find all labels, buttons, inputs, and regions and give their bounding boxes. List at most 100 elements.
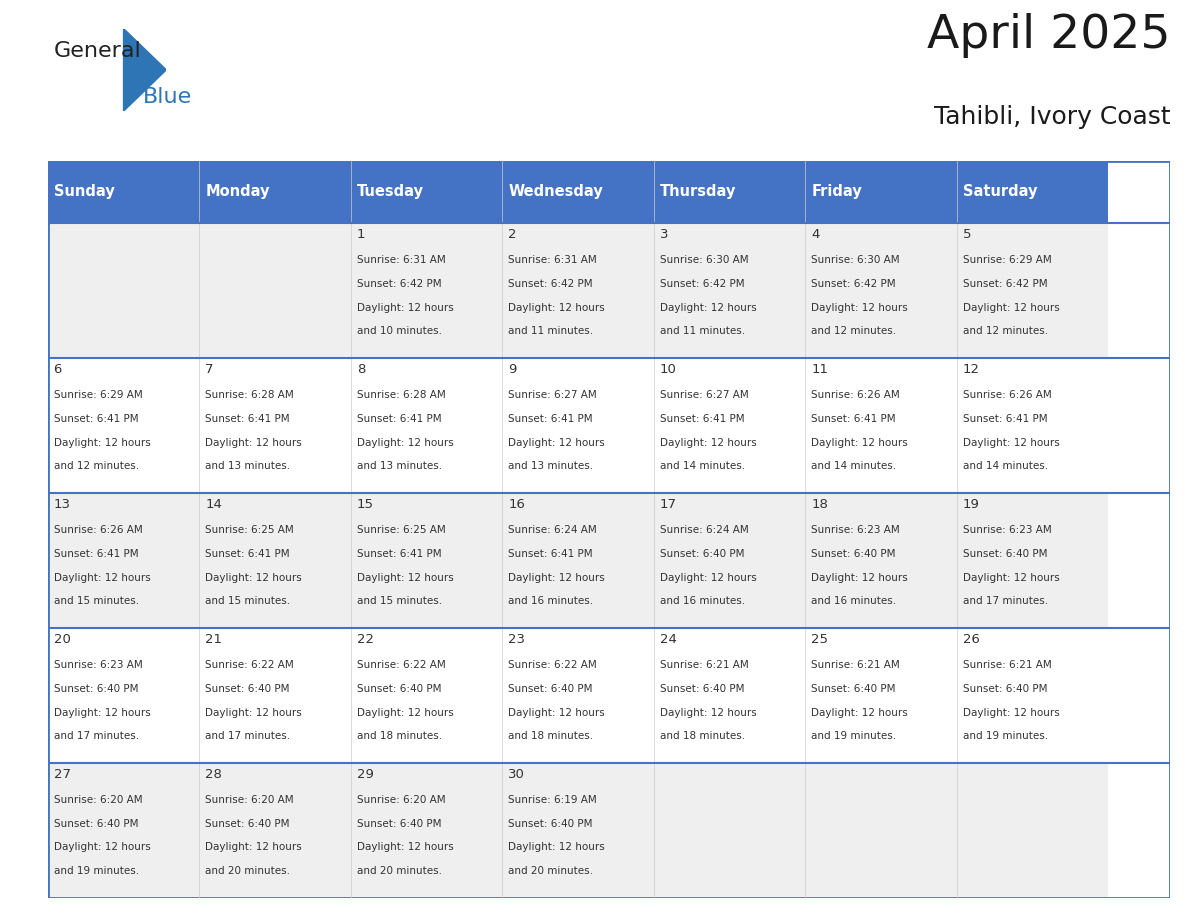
Text: Sunrise: 6:31 AM: Sunrise: 6:31 AM [356, 255, 446, 265]
FancyBboxPatch shape [653, 493, 805, 628]
Text: Daylight: 12 hours: Daylight: 12 hours [963, 438, 1060, 448]
FancyBboxPatch shape [503, 161, 653, 223]
Text: 13: 13 [53, 498, 70, 511]
Text: 16: 16 [508, 498, 525, 511]
Text: Daylight: 12 hours: Daylight: 12 hours [53, 573, 151, 583]
Text: Sunrise: 6:22 AM: Sunrise: 6:22 AM [356, 660, 446, 670]
Text: and 17 minutes.: and 17 minutes. [53, 731, 139, 741]
Text: 15: 15 [356, 498, 374, 511]
Text: Sunset: 6:41 PM: Sunset: 6:41 PM [508, 414, 593, 424]
Text: 10: 10 [659, 364, 677, 376]
Text: 3: 3 [659, 229, 669, 241]
FancyBboxPatch shape [503, 358, 653, 493]
Text: 14: 14 [206, 498, 222, 511]
Text: Daylight: 12 hours: Daylight: 12 hours [356, 708, 454, 718]
Text: Sunset: 6:41 PM: Sunset: 6:41 PM [811, 414, 896, 424]
FancyBboxPatch shape [653, 358, 805, 493]
FancyBboxPatch shape [350, 223, 503, 358]
Polygon shape [124, 28, 166, 111]
Text: Daylight: 12 hours: Daylight: 12 hours [53, 438, 151, 448]
Text: Daylight: 12 hours: Daylight: 12 hours [659, 303, 757, 313]
FancyBboxPatch shape [503, 493, 653, 628]
FancyBboxPatch shape [653, 763, 805, 898]
Text: April 2025: April 2025 [927, 13, 1170, 58]
Text: Sunrise: 6:26 AM: Sunrise: 6:26 AM [963, 390, 1051, 400]
Text: and 15 minutes.: and 15 minutes. [356, 596, 442, 606]
FancyBboxPatch shape [200, 493, 350, 628]
Text: and 18 minutes.: and 18 minutes. [356, 731, 442, 741]
Text: Daylight: 12 hours: Daylight: 12 hours [963, 708, 1060, 718]
Text: Daylight: 12 hours: Daylight: 12 hours [53, 708, 151, 718]
FancyBboxPatch shape [48, 628, 200, 763]
Text: Daylight: 12 hours: Daylight: 12 hours [659, 438, 757, 448]
Text: Daylight: 12 hours: Daylight: 12 hours [811, 708, 908, 718]
FancyBboxPatch shape [350, 628, 503, 763]
Text: Sunset: 6:42 PM: Sunset: 6:42 PM [963, 279, 1048, 289]
FancyBboxPatch shape [805, 493, 956, 628]
Text: Sunset: 6:42 PM: Sunset: 6:42 PM [659, 279, 745, 289]
FancyBboxPatch shape [350, 358, 503, 493]
FancyBboxPatch shape [956, 358, 1108, 493]
Text: Daylight: 12 hours: Daylight: 12 hours [963, 573, 1060, 583]
Text: Sunrise: 6:22 AM: Sunrise: 6:22 AM [206, 660, 293, 670]
Text: Tahibli, Ivory Coast: Tahibli, Ivory Coast [934, 106, 1170, 129]
FancyBboxPatch shape [48, 358, 200, 493]
Text: Wednesday: Wednesday [508, 185, 604, 199]
Text: Sunset: 6:41 PM: Sunset: 6:41 PM [356, 549, 441, 559]
Text: and 11 minutes.: and 11 minutes. [659, 326, 745, 336]
Text: and 17 minutes.: and 17 minutes. [963, 596, 1048, 606]
FancyBboxPatch shape [956, 223, 1108, 358]
Text: 29: 29 [356, 768, 373, 781]
Text: and 12 minutes.: and 12 minutes. [811, 326, 897, 336]
Text: Daylight: 12 hours: Daylight: 12 hours [508, 303, 605, 313]
Text: Sunset: 6:40 PM: Sunset: 6:40 PM [659, 684, 745, 694]
Text: 5: 5 [963, 229, 972, 241]
Text: Sunset: 6:41 PM: Sunset: 6:41 PM [206, 414, 290, 424]
Text: Sunset: 6:40 PM: Sunset: 6:40 PM [206, 819, 290, 829]
Text: Sunrise: 6:24 AM: Sunrise: 6:24 AM [508, 525, 598, 535]
Text: Sunrise: 6:26 AM: Sunrise: 6:26 AM [53, 525, 143, 535]
Text: Sunrise: 6:19 AM: Sunrise: 6:19 AM [508, 795, 598, 805]
Text: and 20 minutes.: and 20 minutes. [206, 866, 290, 876]
Text: Daylight: 12 hours: Daylight: 12 hours [659, 573, 757, 583]
Text: Daylight: 12 hours: Daylight: 12 hours [508, 573, 605, 583]
Text: 24: 24 [659, 633, 677, 646]
Text: and 17 minutes.: and 17 minutes. [206, 731, 290, 741]
Text: Sunset: 6:42 PM: Sunset: 6:42 PM [508, 279, 593, 289]
FancyBboxPatch shape [805, 358, 956, 493]
Text: and 18 minutes.: and 18 minutes. [508, 731, 593, 741]
Text: Sunrise: 6:29 AM: Sunrise: 6:29 AM [963, 255, 1051, 265]
Text: Sunrise: 6:30 AM: Sunrise: 6:30 AM [659, 255, 748, 265]
Text: and 20 minutes.: and 20 minutes. [508, 866, 593, 876]
Text: Sunset: 6:40 PM: Sunset: 6:40 PM [356, 684, 441, 694]
Text: Sunset: 6:40 PM: Sunset: 6:40 PM [508, 819, 593, 829]
Text: Daylight: 12 hours: Daylight: 12 hours [206, 843, 302, 853]
Text: Blue: Blue [143, 86, 191, 106]
Text: Daylight: 12 hours: Daylight: 12 hours [356, 573, 454, 583]
FancyBboxPatch shape [48, 223, 200, 358]
Text: Sunrise: 6:25 AM: Sunrise: 6:25 AM [356, 525, 446, 535]
Text: 22: 22 [356, 633, 374, 646]
Text: Sunset: 6:41 PM: Sunset: 6:41 PM [356, 414, 441, 424]
FancyBboxPatch shape [956, 493, 1108, 628]
Text: Sunrise: 6:28 AM: Sunrise: 6:28 AM [206, 390, 293, 400]
Text: Sunset: 6:40 PM: Sunset: 6:40 PM [53, 684, 138, 694]
Text: Daylight: 12 hours: Daylight: 12 hours [508, 708, 605, 718]
Text: Sunset: 6:40 PM: Sunset: 6:40 PM [963, 549, 1048, 559]
FancyBboxPatch shape [503, 223, 653, 358]
FancyBboxPatch shape [48, 763, 200, 898]
Text: Daylight: 12 hours: Daylight: 12 hours [508, 438, 605, 448]
Text: 2: 2 [508, 229, 517, 241]
Text: Sunrise: 6:20 AM: Sunrise: 6:20 AM [356, 795, 446, 805]
Text: and 19 minutes.: and 19 minutes. [53, 866, 139, 876]
FancyBboxPatch shape [48, 161, 200, 223]
Text: Daylight: 12 hours: Daylight: 12 hours [356, 438, 454, 448]
Text: 19: 19 [963, 498, 980, 511]
Text: and 13 minutes.: and 13 minutes. [508, 461, 593, 471]
Text: Sunset: 6:40 PM: Sunset: 6:40 PM [659, 549, 745, 559]
Text: Sunrise: 6:29 AM: Sunrise: 6:29 AM [53, 390, 143, 400]
Text: Sunrise: 6:20 AM: Sunrise: 6:20 AM [206, 795, 293, 805]
Text: Sunset: 6:40 PM: Sunset: 6:40 PM [53, 819, 138, 829]
Text: and 19 minutes.: and 19 minutes. [811, 731, 897, 741]
Text: Sunset: 6:40 PM: Sunset: 6:40 PM [811, 549, 896, 559]
